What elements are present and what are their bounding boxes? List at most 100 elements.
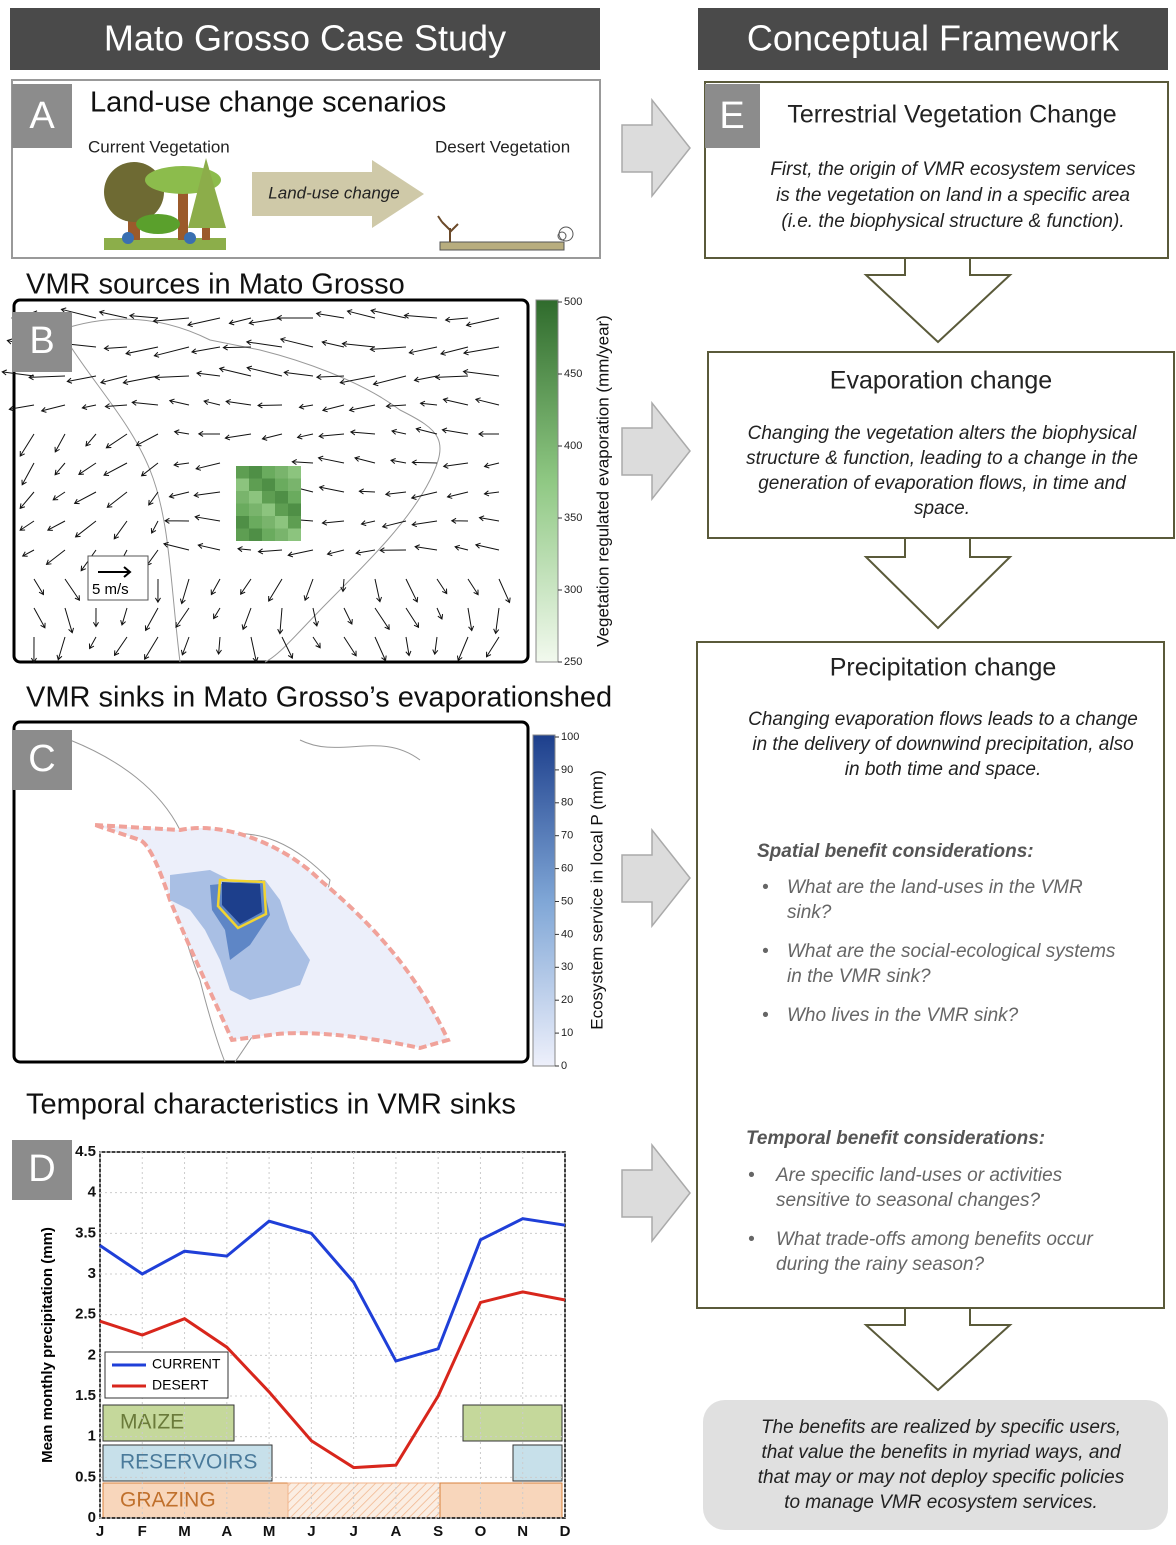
conclusion-box — [703, 1400, 1168, 1530]
wind-arrow — [281, 636, 294, 659]
y-tick-label: 0.5 — [75, 1468, 96, 1485]
text-line: space. — [914, 498, 970, 519]
scale-label: 5 m/s — [92, 581, 129, 598]
wind-arrow — [343, 636, 357, 657]
letter-box — [12, 312, 72, 372]
wind-arrow — [187, 317, 221, 328]
wind-arrow — [467, 578, 479, 596]
colorbar — [532, 734, 556, 1067]
wind-arrow — [390, 458, 407, 464]
wind-arrow — [450, 517, 469, 524]
x-tick-label: D — [560, 1523, 571, 1540]
wind-arrow — [92, 607, 99, 628]
panel-title: Temporal characteristics in VMR sinks — [26, 1089, 516, 1121]
text-line: Who lives in the VMR sink? — [787, 1005, 1019, 1026]
source-cell — [236, 491, 249, 504]
source-cell — [262, 466, 275, 479]
wind-arrow — [131, 399, 159, 406]
colorbar-tick-label: 40 — [561, 928, 573, 940]
x-tick-label: N — [517, 1523, 528, 1540]
x-tick-label: M — [178, 1523, 191, 1540]
wind-arrow — [303, 578, 314, 602]
wind-arrow — [203, 399, 221, 406]
colorbar-tick-label: 100 — [561, 731, 579, 743]
wind-arrow — [19, 520, 35, 531]
text-line: structure & function, leading to a chang… — [746, 448, 1138, 469]
wind-arrow — [413, 375, 438, 383]
x-tick-label: A — [390, 1523, 401, 1540]
wind-arrow — [436, 578, 448, 595]
framework-box — [704, 81, 1169, 259]
wind-arrow — [474, 542, 500, 551]
colorbar-tick-label: 500 — [564, 296, 582, 308]
down-arrows — [863, 257, 1013, 1392]
wind-arrow — [291, 459, 314, 466]
wind-arrow — [432, 636, 439, 656]
x-tick-label: S — [433, 1523, 443, 1540]
wind-arrow — [246, 365, 283, 377]
text-line: sink? — [787, 902, 832, 923]
source-cell — [288, 478, 301, 491]
legend-label: CURRENT — [152, 1356, 221, 1372]
wind-arrow — [498, 578, 511, 604]
wind-arrow — [8, 404, 35, 412]
x-tick-label: J — [96, 1523, 104, 1540]
wind-arrow — [339, 375, 376, 385]
wind-arrow — [419, 400, 438, 407]
colorbar-tick-label: 250 — [564, 656, 582, 668]
wind-arrow — [485, 636, 500, 658]
source-cell — [236, 503, 249, 516]
wind-arrow — [250, 636, 259, 663]
wind-arrow — [154, 374, 190, 381]
wind-arrow — [318, 432, 345, 439]
wind-arrow — [465, 317, 500, 328]
wind-arrow — [358, 488, 376, 495]
wind-arrow — [268, 578, 283, 602]
colorbar-tick-label: 400 — [564, 440, 582, 452]
wind-arrow — [45, 549, 66, 566]
wind-arrow — [478, 430, 500, 437]
wind-arrow — [128, 312, 159, 319]
panel-letter: B — [29, 320, 54, 362]
wind-arrow — [190, 346, 221, 355]
source-cell — [262, 503, 275, 516]
text-line: What are the land-uses in the VMR — [787, 877, 1083, 898]
wind-arrow — [349, 429, 376, 436]
bullet: • — [762, 941, 769, 962]
wind-arrow — [210, 578, 221, 596]
text-line: that value the benefits in myriad ways, … — [761, 1442, 1122, 1463]
wind-arrow — [379, 547, 407, 554]
wind-arrow — [140, 462, 159, 477]
wind-arrow — [381, 520, 407, 529]
wind-arrow — [28, 374, 66, 381]
letter-box — [12, 1140, 72, 1200]
label: Desert Vegetation — [435, 137, 570, 156]
source-cell — [249, 528, 262, 541]
source-cell — [249, 478, 262, 491]
wind-arrow — [405, 578, 419, 603]
colorbar-label: Ecosystem service in local P (mm) — [587, 770, 606, 1029]
wind-arrow — [194, 514, 221, 522]
wind-arrow — [56, 636, 66, 661]
wind-arrow — [60, 307, 97, 319]
wind-arrow — [405, 607, 420, 629]
wind-arrow — [66, 375, 97, 384]
wind-arrow — [408, 346, 438, 355]
wind-arrow — [369, 346, 407, 353]
wind-arrow — [287, 549, 314, 558]
framework-box — [707, 351, 1175, 539]
y-axis-label: Mean monthly precipitation (mm) — [39, 1227, 56, 1463]
wind-arrow — [179, 578, 190, 605]
wind-arrow — [354, 455, 376, 464]
source-cell — [236, 528, 249, 541]
bullet: • — [762, 1005, 769, 1026]
trees-icon — [104, 158, 226, 250]
text-line: The benefits are realized by specific us… — [761, 1417, 1121, 1438]
wind-arrow — [321, 339, 345, 348]
panel-letter: A — [29, 95, 55, 137]
wind-arrow — [197, 430, 221, 437]
wind-arrow — [195, 462, 221, 471]
wind-arrow — [40, 404, 66, 413]
colorbar-tick-label: 30 — [561, 961, 573, 973]
